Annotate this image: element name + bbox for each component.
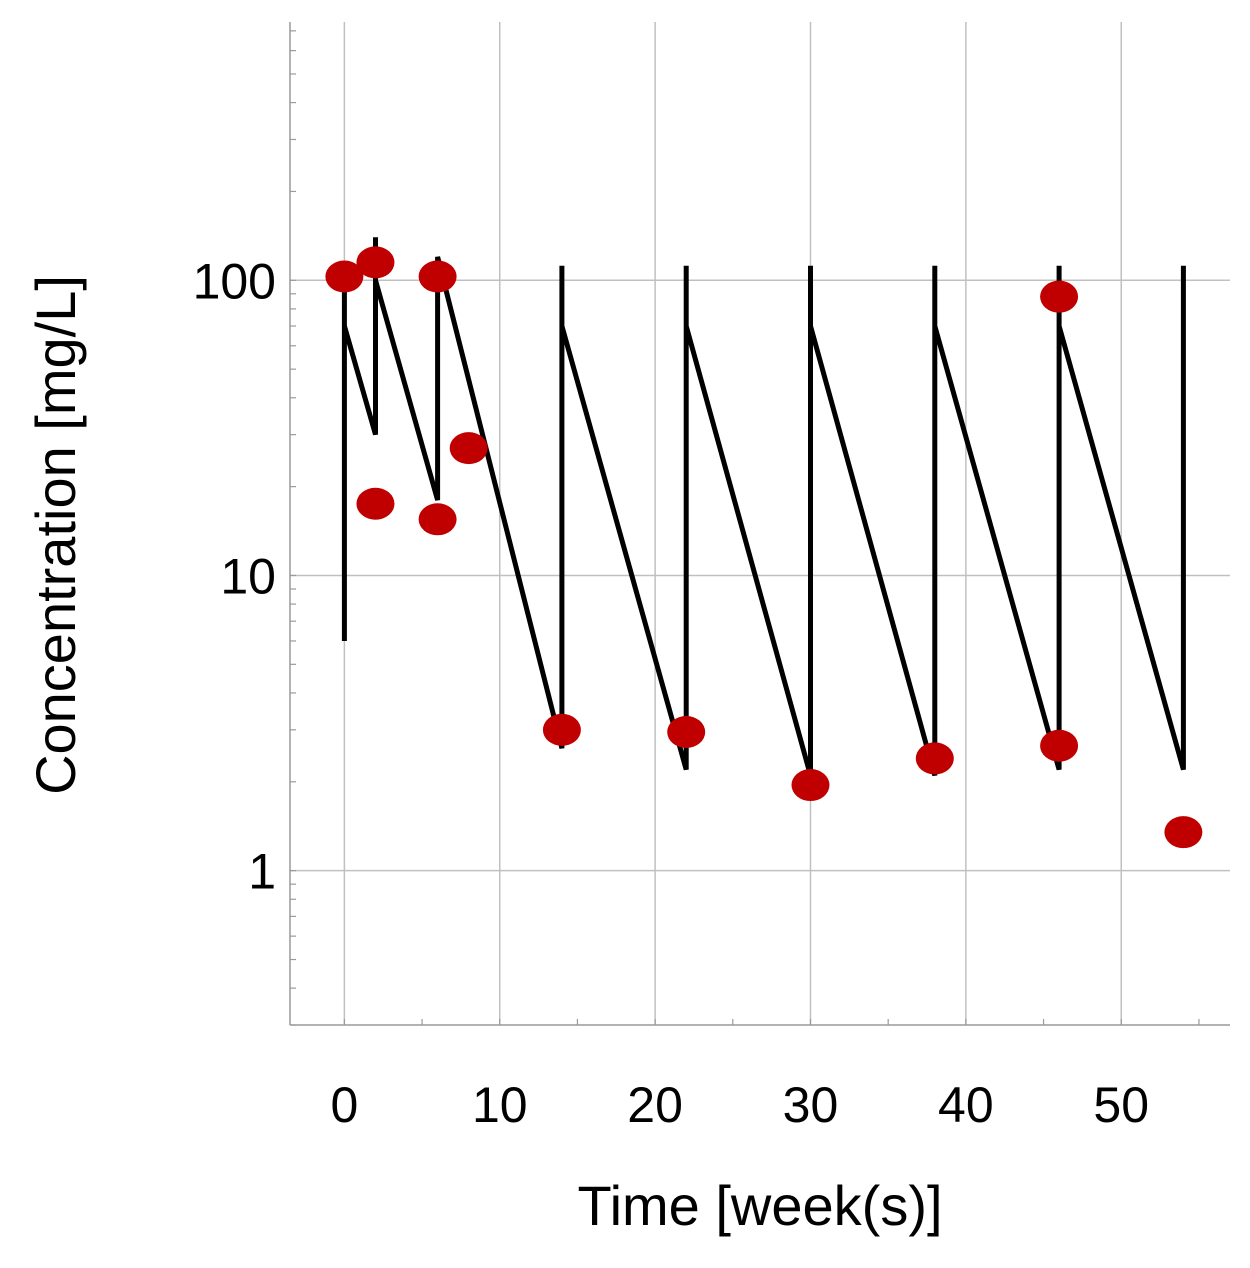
observed-point-11 [1040,729,1079,762]
axis-layer [289,22,1230,1026]
y-axis-title: Concentration [mg/L] [24,275,87,795]
x-tick-label-10: 10 [472,1077,528,1133]
observed-point-4 [418,503,457,536]
x-tick-label-20: 20 [627,1077,683,1133]
y-tick-label-100: 100 [193,253,276,309]
observed-point-5 [449,432,488,465]
observed-point-0 [325,260,364,293]
x-tick-label-0: 0 [330,1077,358,1133]
grid-layer [290,22,1230,1025]
observed-point-10 [1040,280,1079,313]
observed-point-1 [356,246,395,279]
observed-point-9 [915,742,954,775]
y-tick-label-1: 1 [248,844,276,900]
x-tick-label-30: 30 [783,1077,839,1133]
predicted-concentration-line [341,237,1186,777]
x-tick-label-50: 50 [1093,1077,1149,1133]
label-layer: 0 10 20 30 40 50 1 10 100 [193,253,1149,1133]
observed-point-7 [667,715,706,748]
observed-point-2 [418,260,457,293]
point-layer [325,246,1203,849]
line-layer [341,237,1186,777]
x-tick-label-40: 40 [938,1077,994,1133]
observed-point-6 [542,713,581,746]
observed-point-8 [791,769,830,802]
observed-point-12 [1164,816,1203,849]
y-tick-label-10: 10 [220,548,276,604]
observed-point-3 [356,487,395,520]
x-axis-title: Time [week(s)] [577,1174,942,1237]
